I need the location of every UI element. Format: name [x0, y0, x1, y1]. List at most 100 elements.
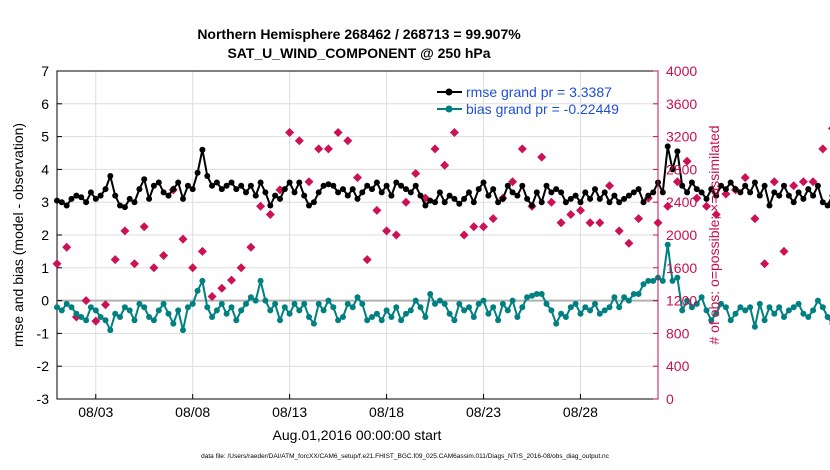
bias-point	[383, 307, 390, 314]
rmse-point	[126, 195, 133, 202]
bias-point	[761, 317, 768, 324]
obs-count-point	[323, 144, 333, 154]
obs-count-point	[246, 242, 256, 252]
bias-point	[616, 304, 623, 311]
bias-point	[650, 277, 657, 284]
x-tick-label: 08/03	[78, 404, 113, 420]
rmse-point	[688, 179, 695, 186]
bias-point	[713, 310, 720, 317]
bias-point	[121, 304, 128, 311]
rmse-point	[766, 202, 773, 209]
obs-count-point	[110, 255, 120, 265]
bias-point	[722, 304, 729, 311]
obs-count-point	[217, 283, 227, 293]
rmse-point	[650, 189, 657, 196]
rmse-point	[742, 182, 749, 189]
rmse-point	[199, 146, 206, 153]
rmse-point	[354, 195, 361, 202]
bias-point	[587, 307, 594, 314]
obs-count-point	[546, 197, 556, 207]
bias-point	[781, 314, 787, 320]
rmse-point	[277, 195, 283, 202]
obs-count-point	[139, 222, 149, 232]
rmse-point	[441, 199, 448, 206]
obs-count-point	[479, 222, 488, 232]
y2-tick-label: 3600	[666, 96, 697, 112]
bias-point	[742, 307, 749, 314]
rmse-point	[756, 192, 763, 199]
rmse-point	[572, 192, 579, 199]
rmse-point	[524, 195, 531, 202]
rmse-point	[213, 179, 220, 186]
bias-point	[54, 304, 60, 311]
rmse-point	[417, 192, 424, 199]
rmse-point	[781, 182, 787, 189]
obs-count-point	[353, 173, 362, 183]
bias-point	[63, 300, 70, 307]
y2-tick-label: 1600	[666, 260, 697, 276]
rmse-point	[121, 204, 128, 211]
bias-point	[68, 304, 75, 311]
bias-point	[252, 297, 259, 304]
rmse-point	[170, 186, 177, 193]
bias-point	[257, 277, 264, 284]
rmse-point	[344, 192, 351, 199]
bias-point	[228, 304, 235, 311]
rmse-point	[359, 189, 366, 196]
bias-point	[480, 297, 487, 304]
bias-point	[776, 304, 783, 311]
rmse-point	[567, 195, 574, 202]
bias-point	[213, 307, 220, 314]
y-tick-label: -2	[37, 358, 50, 374]
obs-count-point	[149, 263, 159, 273]
bias-point	[277, 317, 283, 324]
bias-point	[621, 294, 628, 301]
rmse-point	[461, 195, 468, 202]
bias-point	[267, 307, 274, 314]
bias-point	[659, 277, 666, 284]
obs-count-point	[740, 173, 750, 183]
rmse-point	[228, 179, 235, 186]
obs-count-point	[789, 181, 799, 191]
bias-point	[495, 317, 502, 324]
obs-count-point	[188, 263, 198, 273]
obs-count-point	[372, 205, 382, 215]
bias-point	[320, 307, 327, 314]
bias-point	[92, 307, 99, 314]
x-axis: 08/03 08/08 08/13 08/18 08/23 08/28	[78, 394, 598, 420]
rmse-point	[335, 189, 342, 196]
obs-count-point	[556, 218, 566, 228]
bias-point	[131, 317, 138, 324]
rmse-point	[795, 189, 802, 196]
bias-point	[344, 300, 351, 307]
bias-point	[475, 300, 482, 307]
obs-count-point	[207, 292, 217, 301]
obs-count-point	[120, 226, 130, 236]
y2-tick-label: 4000	[666, 63, 697, 79]
rmse-point	[393, 179, 400, 186]
x-axis-label: Aug.01,2016 00:00:00 start	[273, 427, 442, 443]
bias-point	[810, 307, 817, 314]
bias-point	[751, 323, 758, 330]
bias-point	[504, 307, 511, 314]
bias-point	[461, 307, 468, 314]
rmse-point	[480, 179, 487, 186]
rmse-point	[451, 195, 458, 202]
bias-point	[403, 310, 409, 317]
rmse-point	[747, 189, 754, 196]
rmse-point	[805, 186, 812, 193]
bias-point	[601, 307, 608, 314]
rmse-point	[136, 186, 143, 193]
bias-point	[567, 304, 574, 311]
bias-point	[340, 314, 346, 320]
rmse-point	[558, 189, 565, 196]
obs-count-point	[197, 246, 207, 256]
obs-count-point	[537, 152, 547, 162]
rmse-point	[388, 192, 395, 199]
rmse-point	[117, 202, 123, 209]
rmse-point	[640, 199, 647, 206]
y-tick-label: 2	[41, 227, 49, 243]
y-axis-left: -3 -2 -1 0 1 2 3 4 5 6 7	[37, 63, 62, 407]
bias-point	[364, 317, 371, 324]
